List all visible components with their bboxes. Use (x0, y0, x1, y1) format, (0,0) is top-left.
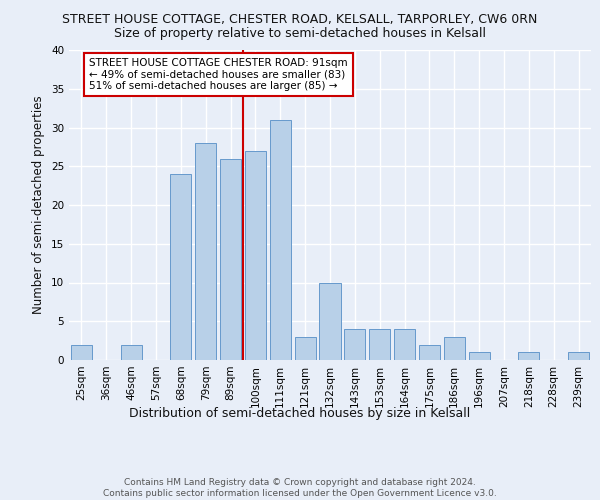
Bar (245, 151, 266, 360)
Bar (121, 344, 142, 360)
Y-axis label: Number of semi-detached properties: Number of semi-detached properties (32, 96, 46, 314)
Bar (170, 174, 191, 360)
Bar (369, 329, 390, 360)
Bar (295, 337, 316, 360)
Bar (394, 329, 415, 360)
Bar (220, 158, 241, 360)
Bar (444, 337, 465, 360)
Bar (319, 282, 341, 360)
Bar (270, 120, 291, 360)
Bar (568, 352, 589, 360)
Text: STREET HOUSE COTTAGE, CHESTER ROAD, KELSALL, TARPORLEY, CW6 0RN: STREET HOUSE COTTAGE, CHESTER ROAD, KELS… (62, 12, 538, 26)
Bar (518, 352, 539, 360)
Text: Distribution of semi-detached houses by size in Kelsall: Distribution of semi-detached houses by … (130, 408, 470, 420)
Text: Size of property relative to semi-detached houses in Kelsall: Size of property relative to semi-detach… (114, 28, 486, 40)
Bar (469, 352, 490, 360)
Bar (195, 143, 216, 360)
Text: STREET HOUSE COTTAGE CHESTER ROAD: 91sqm
← 49% of semi-detached houses are small: STREET HOUSE COTTAGE CHESTER ROAD: 91sqm… (89, 58, 347, 91)
Text: Contains HM Land Registry data © Crown copyright and database right 2024.
Contai: Contains HM Land Registry data © Crown c… (103, 478, 497, 498)
Bar (71, 344, 92, 360)
Bar (419, 344, 440, 360)
Bar (344, 329, 365, 360)
